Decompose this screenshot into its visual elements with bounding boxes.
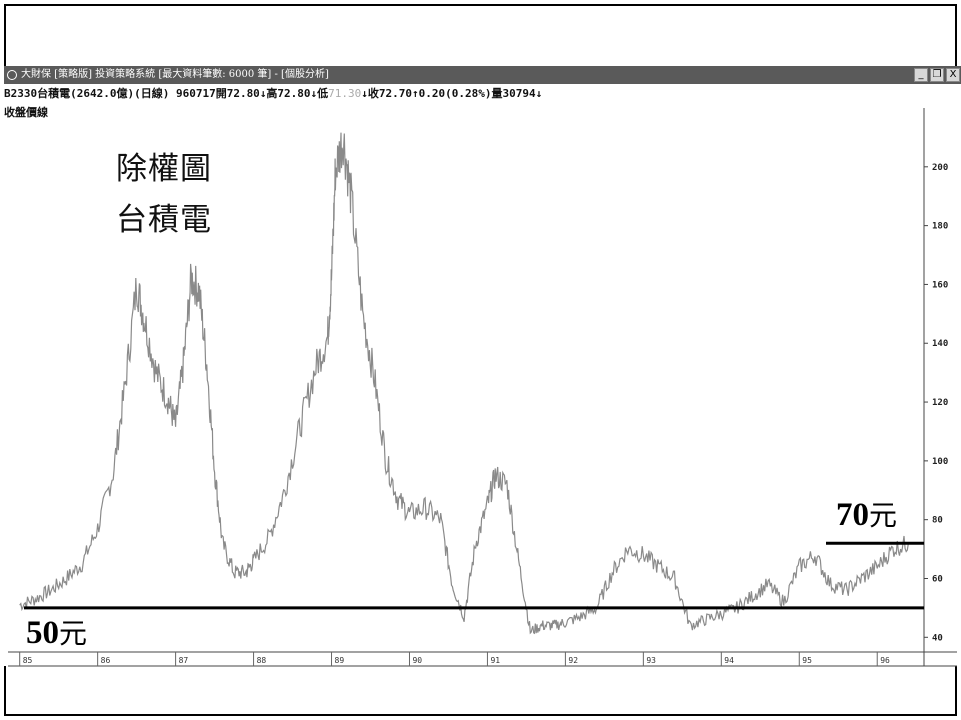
y-tick-label: 100 (932, 457, 948, 467)
y-tick-label: 80 (932, 516, 943, 526)
chart-label: 收盤價線 (4, 106, 48, 119)
app-icon[interactable] (7, 70, 17, 80)
restore-button[interactable]: ❐ (930, 68, 944, 82)
annotation-title-line1: 除權圖 (116, 151, 212, 187)
quote-rest: ↓收72.70↑0.20(0.28%)量30794↓ (361, 87, 543, 100)
window-title: 大財保 [策略版] 投資策略系統 [最大資料筆數: 6000 筆] - [個股分… (21, 69, 329, 80)
chart-axes: 40 60 80 100 120 140 160 180 200 85 86 87 88 89 90 91 92… (8, 108, 957, 667)
annotation-title-line2: 台積電 (116, 202, 212, 238)
x-tick-label: 93 (646, 656, 656, 665)
y-tick-label: 140 (932, 339, 948, 349)
x-tick-label: 91 (490, 656, 500, 665)
y-tick-label: 120 (932, 398, 948, 408)
y-tick-label: 160 (932, 280, 948, 290)
y-tick-label: 60 (932, 574, 943, 584)
y-tick-label: 40 (932, 633, 943, 643)
y-tick-label: 180 (932, 222, 948, 232)
high-price-unit: 元 (869, 499, 898, 532)
quote-low: 71.30 (328, 87, 362, 100)
x-tick-label: 87 (179, 656, 189, 665)
close-button[interactable]: X (946, 68, 960, 82)
app-window: 大財保 [策略版] 投資策略系統 [最大資料筆數: 6000 筆] - [個股分… (4, 66, 961, 666)
x-tick-label: 86 (101, 656, 111, 665)
low-price-unit: 元 (59, 617, 88, 650)
x-tick-label: 94 (724, 656, 734, 665)
x-tick-label: 95 (802, 656, 812, 665)
x-tick-label: 96 (880, 656, 890, 665)
high-price-label: 70元 (836, 494, 897, 534)
quote-high: ↓高72.80↓低 (259, 87, 329, 100)
low-price-label: 50元 (26, 612, 87, 652)
x-tick-label: 88 (257, 656, 267, 665)
reference-lines (24, 541, 924, 610)
y-tick-label: 200 (932, 163, 948, 173)
x-tick-label: 85 (23, 656, 33, 665)
high-price-value: 70 (836, 497, 869, 533)
x-tick-label: 92 (568, 656, 578, 665)
quote-info-bar: B2330台積電(2642.0億)(日線) 960717開72.80↓高72.8… (4, 86, 961, 102)
x-tick-label: 89 (335, 656, 345, 665)
quote-prefix: B2330台積電(2642.0億)(日線) 960717開72.80 (4, 87, 260, 100)
low-price-value: 50 (26, 615, 59, 651)
x-tick-label: 90 (412, 656, 422, 665)
title-bar: 大財保 [策略版] 投資策略系統 [最大資料筆數: 6000 筆] - [個股分… (4, 66, 961, 84)
minimize-button[interactable]: _ (914, 68, 928, 82)
